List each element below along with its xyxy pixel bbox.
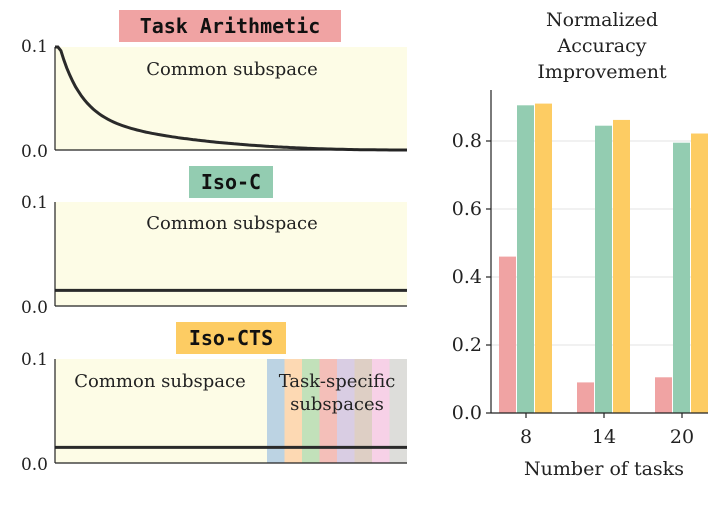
y-tick-bottom: 0.0 (21, 455, 48, 475)
y-tick-bottom: 0.0 (21, 142, 48, 162)
panel-iso-c: Iso-C Common subspace 0.1 0.0 (21, 166, 407, 318)
region-label-common: Common subspace (146, 59, 317, 80)
bar-x-label: Number of tasks (524, 458, 684, 480)
region-label-common: Common subspace (74, 371, 245, 392)
panel-task-arithmetic: Task Arithmetic Common subspace 0.1 0.0 (21, 10, 407, 162)
bar-y-ticks: 0.0 0.2 0.4 0.6 0.8 (452, 130, 491, 424)
bar-y-tick-0.4: 0.4 (452, 266, 482, 288)
bar-task-arithmetic-8 (499, 256, 516, 413)
task-specific-strip-7 (372, 359, 390, 463)
bar-title-line2: Accuracy (556, 35, 646, 57)
bar-y-tick-0.2: 0.2 (452, 334, 482, 356)
title-box-iso-cts (176, 322, 286, 354)
task-specific-strip-4 (319, 359, 337, 463)
bar-iso-cts-8 (535, 103, 552, 413)
bar-x-ticks: 8 14 20 (520, 413, 694, 448)
panel-iso-cts: Iso-CTS Common subspace Task-specific su… (21, 322, 407, 475)
bar-task-arithmetic-14 (577, 382, 594, 413)
title-box-iso-c (189, 166, 273, 198)
bar-y-tick-0.8: 0.8 (452, 130, 482, 152)
y-tick-top: 0.1 (21, 193, 48, 213)
bar-iso-c-20 (673, 142, 690, 413)
bar-y-tick-0.6: 0.6 (452, 198, 482, 220)
title-iso-cts: Iso-CTS (189, 326, 273, 350)
bar-title-line1: Normalized (546, 9, 658, 31)
bar-iso-cts-14 (613, 119, 630, 414)
bar-y-tick-0.0: 0.0 (452, 402, 482, 424)
title-box-task-arithmetic (119, 10, 341, 42)
bar-x-tick-8: 8 (520, 426, 532, 448)
task-specific-strips (267, 359, 407, 463)
y-tick-bottom: 0.0 (21, 298, 48, 318)
y-tick-top: 0.1 (21, 350, 48, 370)
bar-x-tick-14: 14 (592, 426, 616, 448)
bar-iso-cts-20 (691, 133, 708, 413)
y-tick-top: 0.1 (21, 37, 48, 57)
title-task-arithmetic: Task Arithmetic (140, 14, 321, 38)
region-label-common: Common subspace (146, 213, 317, 234)
task-specific-strip-3 (302, 359, 320, 463)
bar-task-arithmetic-20 (655, 377, 672, 413)
bar-series (499, 103, 708, 414)
panel-area-iso-c (55, 202, 407, 306)
task-specific-strip-6 (354, 359, 372, 463)
task-specific-strip-1 (267, 359, 285, 463)
title-iso-c: Iso-C (201, 170, 261, 194)
task-specific-strip-8 (389, 359, 407, 463)
panel-bar-chart: Normalized Accuracy Improvement 0.00.20.… (452, 9, 708, 480)
bar-iso-c-8 (517, 105, 534, 414)
bar-iso-c-14 (595, 125, 612, 413)
region-label-task-specific-line1: Task-specific (279, 371, 396, 392)
region-label-task-specific-line2: subspaces (290, 394, 384, 415)
panel-area-task-arithmetic (55, 47, 407, 150)
task-specific-strip-5 (337, 359, 355, 463)
bar-x-tick-20: 20 (670, 426, 694, 448)
bar-title-line3: Improvement (537, 61, 667, 83)
task-specific-strip-2 (284, 359, 302, 463)
